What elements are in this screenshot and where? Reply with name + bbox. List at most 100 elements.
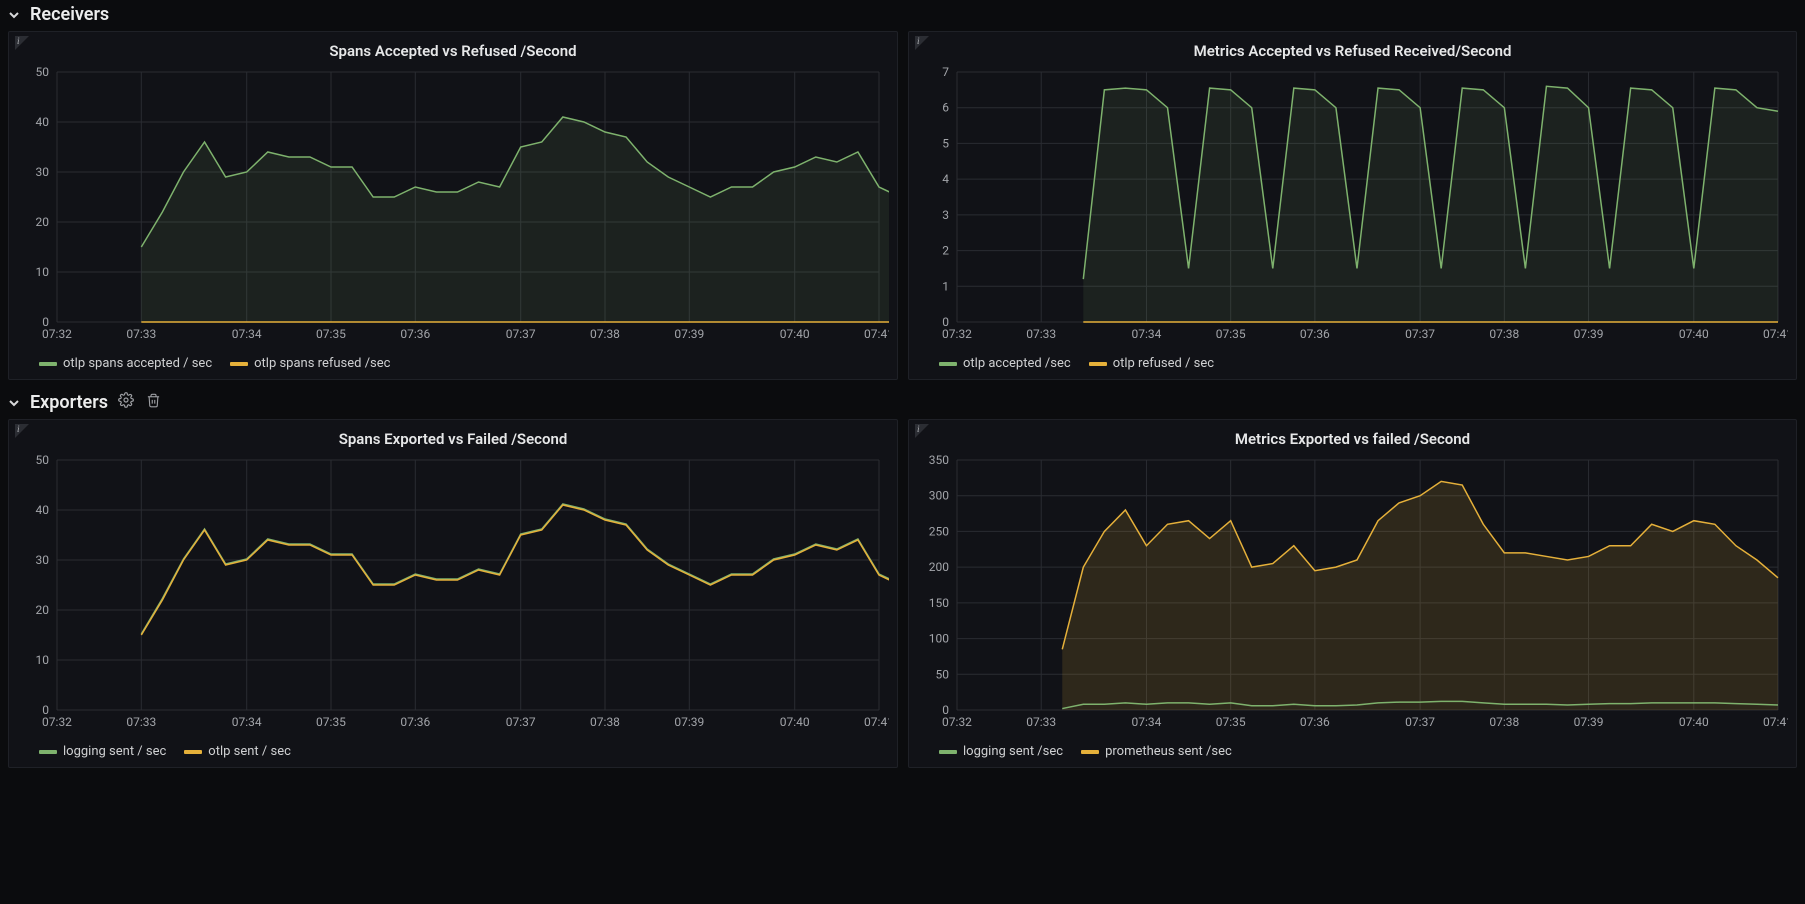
svg-text:200: 200 [929, 560, 949, 574]
panel-spans-exported: Spans Exported vs Failed /Second 0102030… [8, 419, 898, 768]
svg-text:07:33: 07:33 [126, 327, 156, 341]
svg-text:07:38: 07:38 [1489, 327, 1519, 341]
svg-text:07:34: 07:34 [1132, 715, 1162, 729]
legend-swatch [184, 750, 202, 754]
legend-item[interactable]: logging sent / sec [39, 744, 166, 759]
svg-text:07:32: 07:32 [942, 327, 972, 341]
svg-text:5: 5 [942, 136, 949, 150]
svg-text:07:41: 07:41 [864, 715, 889, 729]
svg-text:07:34: 07:34 [232, 327, 262, 341]
svg-text:40: 40 [36, 115, 50, 129]
info-icon[interactable] [15, 36, 29, 50]
legend-label: otlp refused / sec [1113, 356, 1214, 371]
svg-text:1: 1 [942, 279, 949, 293]
legend-item[interactable]: prometheus sent /sec [1081, 744, 1232, 759]
svg-text:10: 10 [36, 265, 50, 279]
section-title: Receivers [30, 4, 109, 25]
svg-text:07:36: 07:36 [1300, 327, 1330, 341]
chart[interactable]: 0123456707:3207:3307:3407:3507:3607:3707… [917, 66, 1788, 350]
svg-text:07:37: 07:37 [506, 715, 536, 729]
info-icon[interactable] [15, 424, 29, 438]
svg-text:4: 4 [942, 172, 949, 186]
svg-text:07:35: 07:35 [1216, 327, 1246, 341]
legend-swatch [39, 362, 57, 366]
info-icon[interactable] [915, 36, 929, 50]
chart[interactable]: 0102030405007:3207:3307:3407:3507:3607:3… [17, 454, 889, 738]
svg-text:07:32: 07:32 [42, 715, 72, 729]
chart[interactable]: 05010015020025030035007:3207:3307:3407:3… [917, 454, 1788, 738]
gear-icon[interactable] [118, 392, 134, 413]
svg-text:07:41: 07:41 [1763, 715, 1788, 729]
svg-text:07:39: 07:39 [1574, 327, 1604, 341]
legend-item[interactable]: logging sent /sec [939, 744, 1063, 759]
panel-title: Metrics Exported vs failed /Second [917, 428, 1788, 454]
svg-text:07:40: 07:40 [1679, 327, 1709, 341]
svg-text:07:39: 07:39 [674, 715, 704, 729]
section-header-exporters: Exporters [0, 388, 1805, 419]
svg-text:20: 20 [36, 603, 50, 617]
svg-text:07:37: 07:37 [506, 327, 536, 341]
legend-item[interactable]: otlp spans refused /sec [230, 356, 390, 371]
legend-swatch [230, 362, 248, 366]
legend-swatch [1089, 362, 1107, 366]
svg-text:2: 2 [942, 244, 949, 258]
svg-text:100: 100 [929, 632, 949, 646]
svg-text:300: 300 [929, 489, 949, 503]
svg-text:350: 350 [929, 454, 949, 467]
legend-item[interactable]: otlp sent / sec [184, 744, 291, 759]
svg-text:07:33: 07:33 [1026, 715, 1056, 729]
svg-text:07:40: 07:40 [780, 715, 810, 729]
svg-text:07:37: 07:37 [1405, 715, 1435, 729]
svg-text:07:40: 07:40 [780, 327, 810, 341]
svg-text:07:36: 07:36 [1300, 715, 1330, 729]
svg-text:30: 30 [36, 553, 50, 567]
svg-text:50: 50 [936, 667, 950, 681]
section-header-receivers: Receivers [0, 0, 1805, 31]
svg-text:07:35: 07:35 [1216, 715, 1246, 729]
legend-item[interactable]: otlp accepted /sec [939, 356, 1071, 371]
svg-text:50: 50 [36, 66, 50, 79]
svg-text:07:35: 07:35 [316, 715, 346, 729]
svg-text:07:36: 07:36 [400, 715, 430, 729]
legend-swatch [1081, 750, 1099, 754]
svg-text:07:32: 07:32 [942, 715, 972, 729]
panel-spans-accepted: Spans Accepted vs Refused /Second 010203… [8, 31, 898, 380]
legend-swatch [939, 750, 957, 754]
panel-metrics-exported: Metrics Exported vs failed /Second 05010… [908, 419, 1797, 768]
panel-title: Metrics Accepted vs Refused Received/Sec… [917, 40, 1788, 66]
collapse-section-icon[interactable] [8, 397, 20, 409]
svg-text:150: 150 [929, 596, 949, 610]
svg-text:07:38: 07:38 [1489, 715, 1519, 729]
legend-label: otlp sent / sec [208, 744, 291, 759]
info-icon[interactable] [915, 424, 929, 438]
legend-label: prometheus sent /sec [1105, 744, 1232, 759]
section-title: Exporters [30, 392, 108, 413]
legend-item[interactable]: otlp spans accepted / sec [39, 356, 212, 371]
svg-text:30: 30 [36, 165, 50, 179]
svg-text:250: 250 [929, 524, 949, 538]
svg-text:07:35: 07:35 [316, 327, 346, 341]
svg-text:20: 20 [36, 215, 50, 229]
svg-text:07:39: 07:39 [674, 327, 704, 341]
legend: logging sent /sec prometheus sent /sec [917, 738, 1788, 761]
svg-text:07:39: 07:39 [1574, 715, 1604, 729]
legend-item[interactable]: otlp refused / sec [1089, 356, 1214, 371]
svg-text:50: 50 [36, 454, 50, 467]
svg-text:07:38: 07:38 [590, 327, 620, 341]
legend: otlp accepted /sec otlp refused / sec [917, 350, 1788, 373]
trash-icon[interactable] [146, 392, 161, 413]
chart[interactable]: 0102030405007:3207:3307:3407:3507:3607:3… [17, 66, 889, 350]
svg-text:6: 6 [942, 101, 949, 115]
legend-label: otlp spans refused /sec [254, 356, 390, 371]
svg-text:07:38: 07:38 [590, 715, 620, 729]
panel-metrics-accepted: Metrics Accepted vs Refused Received/Sec… [908, 31, 1797, 380]
legend: logging sent / sec otlp sent / sec [17, 738, 889, 761]
svg-text:07:40: 07:40 [1679, 715, 1709, 729]
svg-text:07:36: 07:36 [400, 327, 430, 341]
svg-text:10: 10 [36, 653, 50, 667]
collapse-section-icon[interactable] [8, 9, 20, 21]
legend-label: logging sent / sec [63, 744, 166, 759]
svg-text:40: 40 [36, 503, 50, 517]
svg-text:07:41: 07:41 [864, 327, 889, 341]
svg-text:07:34: 07:34 [232, 715, 262, 729]
